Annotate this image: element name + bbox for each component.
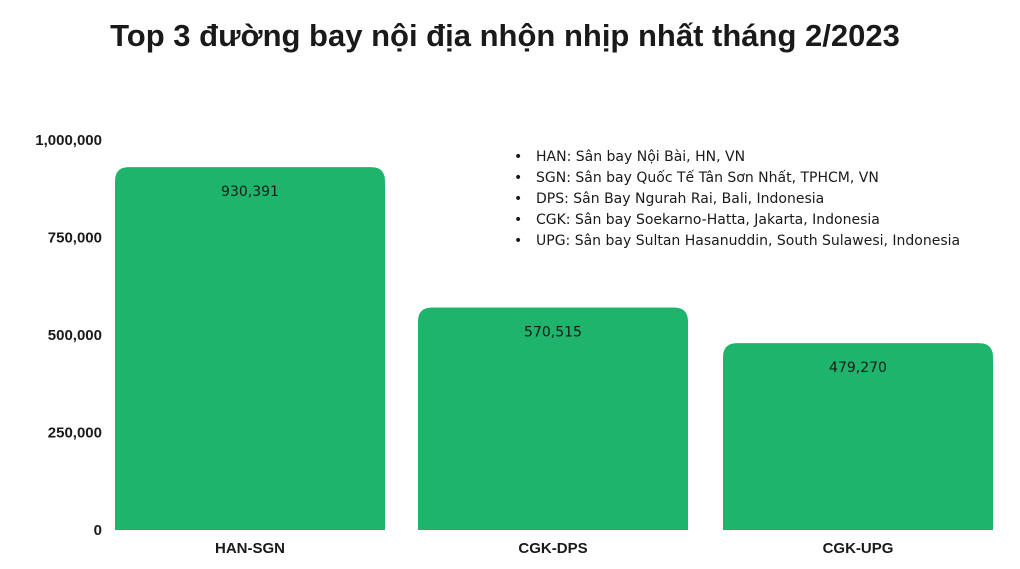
x-tick-label: HAN-SGN (215, 540, 285, 557)
legend-text: DPS: Sân Bay Ngurah Rai, Bali, Indonesia (536, 191, 825, 207)
x-tick-label: CGK-DPS (518, 540, 587, 557)
data-label: 570,515 (524, 324, 582, 340)
y-tick-label: 500,000 (48, 327, 102, 344)
legend-item: • DPS: Sân Bay Ngurah Rai, Bali, Indonesi… (514, 189, 960, 210)
legend-item: • HAN: Sân bay Nội Bài, HN, VN (514, 147, 960, 168)
chart-title: Top 3 đường bay nội địa nhộn nhịp nhất t… (110, 18, 900, 53)
data-label: 930,391 (221, 184, 279, 200)
y-tick-label: 250,000 (48, 425, 102, 442)
legend-text: CGK: Sân bay Soekarno-Hatta, Jakarta, In… (536, 212, 880, 228)
legend-text: HAN: Sân bay Nội Bài, HN, VN (536, 149, 746, 165)
bullet-icon: • (514, 191, 523, 207)
bullet-icon: • (514, 233, 523, 249)
legend-item: • UPG: Sân bay Sultan Hasanuddin, South S… (514, 231, 960, 252)
bullet-icon: • (514, 149, 523, 165)
legend-text: UPG: Sân bay Sultan Hasanuddin, South Su… (536, 233, 961, 249)
bar-han-sgn (115, 167, 385, 530)
bar-cgk-dps (418, 307, 688, 530)
legend-item: • SGN: Sân bay Quốc Tế Tân Sơn Nhất, TPHC… (514, 168, 960, 189)
legend-text: SGN: Sân bay Quốc Tế Tân Sơn Nhất, TPHCM… (536, 170, 879, 186)
y-tick-label: 750,000 (48, 230, 102, 247)
bar-cgk-upg (723, 343, 993, 530)
y-tick-label: 1,000,000 (35, 132, 102, 149)
airport-legend: • HAN: Sân bay Nội Bài, HN, VN • SGN: Sân … (514, 147, 960, 252)
y-tick-label: 0 (94, 522, 102, 539)
legend-item: • CGK: Sân bay Soekarno-Hatta, Jakarta, I… (514, 210, 960, 231)
x-tick-label: CGK-UPG (823, 540, 894, 557)
bullet-icon: • (514, 212, 523, 228)
bullet-icon: • (514, 170, 523, 186)
data-label: 479,270 (829, 360, 887, 376)
